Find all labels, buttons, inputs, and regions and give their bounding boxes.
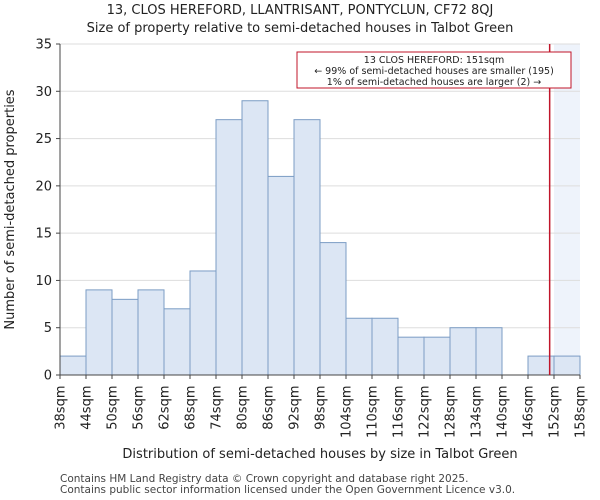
- histogram-bar: [59, 355, 87, 376]
- x-tick-label: 68sqm: [184, 386, 199, 430]
- annotation-smaller-share: ← 99% of semi-detached houses are smalle…: [314, 66, 554, 77]
- x-tick-label: 140sqm: [496, 386, 511, 439]
- y-axis-label: Number of semi-detached properties: [3, 89, 18, 329]
- x-tick-label: 38sqm: [54, 386, 69, 430]
- annotation-box: [296, 51, 572, 89]
- chart-title-subtitle: Size of property relative to semi-detach…: [86, 21, 514, 36]
- histogram-bar: [449, 327, 477, 376]
- x-tick-label: 44sqm: [80, 386, 95, 430]
- histogram-bar: [241, 100, 269, 376]
- annotation-property-size: 13 CLOS HEREFORD: 151sqm: [364, 55, 504, 66]
- x-tick-label: 62sqm: [158, 386, 173, 430]
- histogram-bar: [475, 327, 503, 376]
- histogram-bar: [345, 317, 373, 376]
- annotation-larger-share: 1% of semi-detached houses are larger (2…: [327, 77, 541, 88]
- histogram-bar: [397, 336, 425, 376]
- histogram-bar: [371, 317, 399, 376]
- histogram-bar: [319, 242, 347, 376]
- y-tick-label: 20: [35, 179, 52, 194]
- x-tick-label: 86sqm: [262, 386, 277, 430]
- chart-title-address: 13, CLOS HEREFORD, LLANTRISANT, PONTYCLU…: [106, 3, 494, 18]
- x-tick-label: 122sqm: [418, 386, 433, 439]
- footer-licence: Contains public sector information licen…: [60, 484, 516, 496]
- x-tick-label: 146sqm: [522, 386, 537, 439]
- x-tick-label: 116sqm: [392, 386, 407, 439]
- larger-region-highlight: [554, 44, 580, 375]
- histogram-bar: [267, 175, 295, 376]
- x-axis-label: Distribution of semi-detached houses by …: [122, 447, 517, 462]
- histogram-bar: [189, 270, 217, 376]
- x-tick-label: 128sqm: [444, 386, 459, 439]
- x-tick-label: 152sqm: [548, 386, 563, 439]
- footer-copyright: Contains HM Land Registry data © Crown c…: [60, 473, 469, 485]
- x-tick-label: 50sqm: [106, 386, 121, 430]
- x-tick-label: 158sqm: [574, 386, 589, 439]
- x-tick-label: 74sqm: [210, 386, 225, 430]
- histogram-bar: [163, 308, 191, 376]
- x-tick-label: 80sqm: [236, 386, 251, 430]
- y-tick-label: 15: [35, 227, 52, 242]
- x-tick-label: 134sqm: [470, 386, 485, 439]
- x-tick-label: 104sqm: [340, 386, 355, 439]
- histogram-bar: [137, 289, 165, 376]
- histogram-bar: [293, 119, 321, 376]
- histogram-bar: [85, 289, 113, 376]
- histogram-bar: [111, 298, 139, 376]
- x-tick-label: 92sqm: [288, 386, 303, 430]
- x-tick-label: 110sqm: [366, 386, 381, 439]
- y-tick-label: 35: [35, 38, 52, 53]
- histogram-chart: 0 5 10 15 20 25 30 35 38sqm 44sqm 50sqm 56sqm 62sqm 6…: [3, 38, 589, 463]
- y-tick-label: 30: [35, 85, 52, 100]
- histogram-bar: [215, 119, 243, 376]
- histogram-bar: [553, 355, 581, 376]
- y-tick-label: 25: [35, 132, 52, 147]
- histogram-bar: [423, 336, 451, 376]
- y-tick-label: 0: [44, 369, 52, 384]
- y-tick-label: 10: [35, 274, 52, 289]
- x-tick-label: 98sqm: [314, 386, 329, 430]
- x-tick-label: 56sqm: [132, 386, 147, 430]
- y-tick-label: 5: [44, 321, 52, 336]
